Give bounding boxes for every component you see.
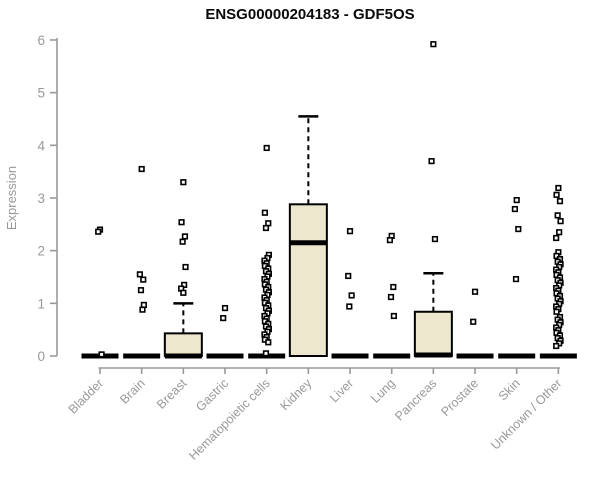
x-tick-label-kidney: Kidney <box>278 376 315 413</box>
outlier-unknown-other <box>553 234 560 242</box>
x-tick-label-bladder: Bladder <box>66 376 106 416</box>
outlier-hematopoietic-cells <box>265 220 272 227</box>
chart-title: ENSG00000204183 - GDF5OS <box>205 6 414 23</box>
x-tick-label-hematopoietic-cells: Hematopoietic cells <box>186 376 273 463</box>
x-tick-label-unknown-other: Unknown / Other <box>488 376 564 452</box>
outlier-pancreas <box>430 41 437 48</box>
outlier-skin <box>512 276 520 283</box>
outlier-brain <box>137 287 145 294</box>
outlier-unknown-other <box>554 212 561 219</box>
box-kidney <box>288 203 328 357</box>
zero-bar-prostate <box>456 353 494 359</box>
outlier-skin <box>511 205 518 213</box>
outlier-unknown-other <box>557 218 564 225</box>
x-tick-label-lung: Lung <box>368 376 398 406</box>
x-tick-label-brain: Brain <box>117 376 148 407</box>
outlier-pancreas <box>428 158 435 165</box>
box-breast <box>163 332 203 357</box>
outlier-liver <box>348 292 355 299</box>
zero-bar-unknown-other <box>539 353 577 359</box>
outlier-prostate <box>470 318 477 325</box>
outlier-lung <box>390 283 397 291</box>
zero-bar-skin <box>498 353 536 359</box>
outlier-unknown-other <box>553 308 560 315</box>
outlier-pancreas <box>431 235 439 243</box>
outlier-unknown-other <box>556 229 563 236</box>
outlier-lung <box>386 237 393 244</box>
outlier-unknown-other <box>553 252 560 260</box>
outlier-hematopoietic-cells <box>262 350 270 357</box>
outlier-hematopoietic-cells <box>263 144 270 152</box>
outlier-gastric <box>220 314 227 322</box>
x-tick-label-gastric: Gastric <box>193 376 231 414</box>
x-tick-label-prostate: Prostate <box>438 376 481 419</box>
outlier-skin <box>513 196 520 204</box>
y-tick-label: 6 <box>37 33 45 48</box>
y-tick-label: 2 <box>37 244 45 259</box>
outlier-gastric <box>221 304 229 312</box>
outlier-breast <box>182 263 189 271</box>
y-axis-label: Expression <box>4 166 19 230</box>
outlier-lung <box>390 312 397 320</box>
outlier-unknown-other <box>553 191 560 198</box>
x-tick-label-pancreas: Pancreas <box>392 376 439 423</box>
zero-bar-liver <box>331 353 369 359</box>
outlier-breast <box>180 289 187 296</box>
outlier-bladder <box>98 351 105 358</box>
outlier-hematopoietic-cells <box>261 209 268 216</box>
y-tick-label: 5 <box>37 86 45 101</box>
outlier-brain <box>136 271 143 278</box>
y-tick-label: 0 <box>37 349 45 364</box>
outlier-brain <box>138 165 145 173</box>
outlier-lung <box>387 293 395 301</box>
outlier-unknown-other <box>556 198 564 205</box>
outlier-unknown-other <box>553 342 560 350</box>
outlier-liver <box>345 272 352 280</box>
x-tick-label-skin: Skin <box>496 376 523 403</box>
outlier-breast <box>179 238 186 245</box>
outlier-prostate <box>471 288 479 295</box>
outlier-unknown-other <box>555 184 562 192</box>
outlier-hematopoietic-cells <box>265 339 272 346</box>
outlier-liver <box>346 303 353 310</box>
outlier-bladder <box>95 228 102 235</box>
outlier-breast <box>181 233 189 240</box>
outlier-breast <box>180 179 187 186</box>
outlier-skin <box>515 225 522 233</box>
outlier-breast <box>178 219 185 226</box>
outlier-brain <box>140 276 147 283</box>
zero-bar-lung <box>373 353 411 359</box>
x-tick-label-breast: Breast <box>154 376 190 412</box>
outlier-hematopoietic-cells <box>262 224 270 232</box>
zero-bar-brain <box>123 353 161 359</box>
outlier-brain <box>140 301 147 309</box>
y-tick-label: 4 <box>37 138 45 153</box>
outlier-brain <box>139 306 146 313</box>
x-tick-label-liver: Liver <box>327 376 356 405</box>
box-pancreas <box>413 310 453 358</box>
y-tick-label: 1 <box>37 296 45 311</box>
outlier-liver <box>346 228 354 235</box>
y-tick-label: 3 <box>37 191 45 206</box>
zero-bar-gastric <box>206 353 244 359</box>
